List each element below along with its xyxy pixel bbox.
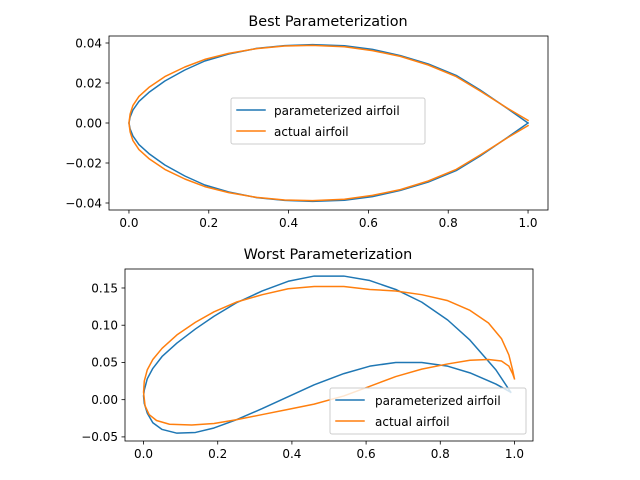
series-lines [142, 275, 516, 434]
x-tick-label: 0.0 [119, 216, 138, 230]
series-lines [128, 43, 530, 203]
legend: parameterized airfoil actual airfoil [329, 387, 527, 435]
x-tick-label: 0.0 [134, 447, 153, 461]
axis-ticks: 0.0 0.2 0.4 0.6 0.8 1.0 −0.04 −0.02 0.00 0.02 0.04 [65, 36, 537, 230]
legend-label-actual-airfoil: actual airfoil [274, 125, 349, 139]
y-tick-label: 0.10 [91, 319, 118, 333]
y-tick-label: −0.04 [65, 196, 102, 210]
y-tick-label: −0.05 [81, 430, 118, 444]
legend: parameterized airfoil actual airfoil [230, 97, 426, 145]
series-line-actual-airfoil [128, 44, 530, 202]
y-tick-label: 0.02 [75, 76, 102, 90]
axis-ticks: 0.0 0.2 0.4 0.6 0.8 1.0 −0.05 0.00 0.05 0.10 0.15 [81, 281, 524, 461]
best-parameterization-plot: Best Parameterization 0.0 0.2 0.4 0.6 0.8 1.0… [65, 14, 549, 230]
legend-box [230, 97, 426, 145]
x-tick-label: 0.4 [282, 447, 301, 461]
y-tick-label: 0.04 [75, 36, 102, 50]
x-tick-label: 0.2 [208, 447, 227, 461]
legend-label-parameterized-airfoil: parameterized airfoil [274, 104, 400, 118]
x-tick-label: 0.6 [357, 447, 376, 461]
legend-label-actual-airfoil: actual airfoil [375, 415, 450, 429]
x-tick-label: 0.8 [431, 447, 450, 461]
plot-title: Best Parameterization [248, 14, 407, 30]
worst-parameterization-plot: Worst Parameterization 0.0 0.2 0.4 0.6 0.8 1.… [81, 247, 534, 461]
x-tick-label: 0.4 [279, 216, 298, 230]
x-tick-label: 0.8 [439, 216, 458, 230]
y-tick-label: 0.05 [91, 356, 118, 370]
plot-frame [124, 268, 534, 442]
x-tick-label: 0.2 [199, 216, 218, 230]
series-line-actual-airfoil [142, 285, 516, 426]
plot-title: Worst Parameterization [244, 247, 413, 263]
y-tick-label: 0.00 [91, 393, 118, 407]
x-tick-label: 0.6 [359, 216, 378, 230]
legend-box [329, 387, 527, 435]
x-tick-label: 1.0 [505, 447, 524, 461]
y-tick-label: 0.15 [91, 281, 118, 295]
y-tick-label: −0.02 [65, 156, 102, 170]
x-tick-label: 1.0 [518, 216, 537, 230]
plot-frame [108, 35, 549, 211]
legend-label-parameterized-airfoil: parameterized airfoil [375, 394, 501, 408]
y-tick-label: 0.00 [75, 116, 102, 130]
